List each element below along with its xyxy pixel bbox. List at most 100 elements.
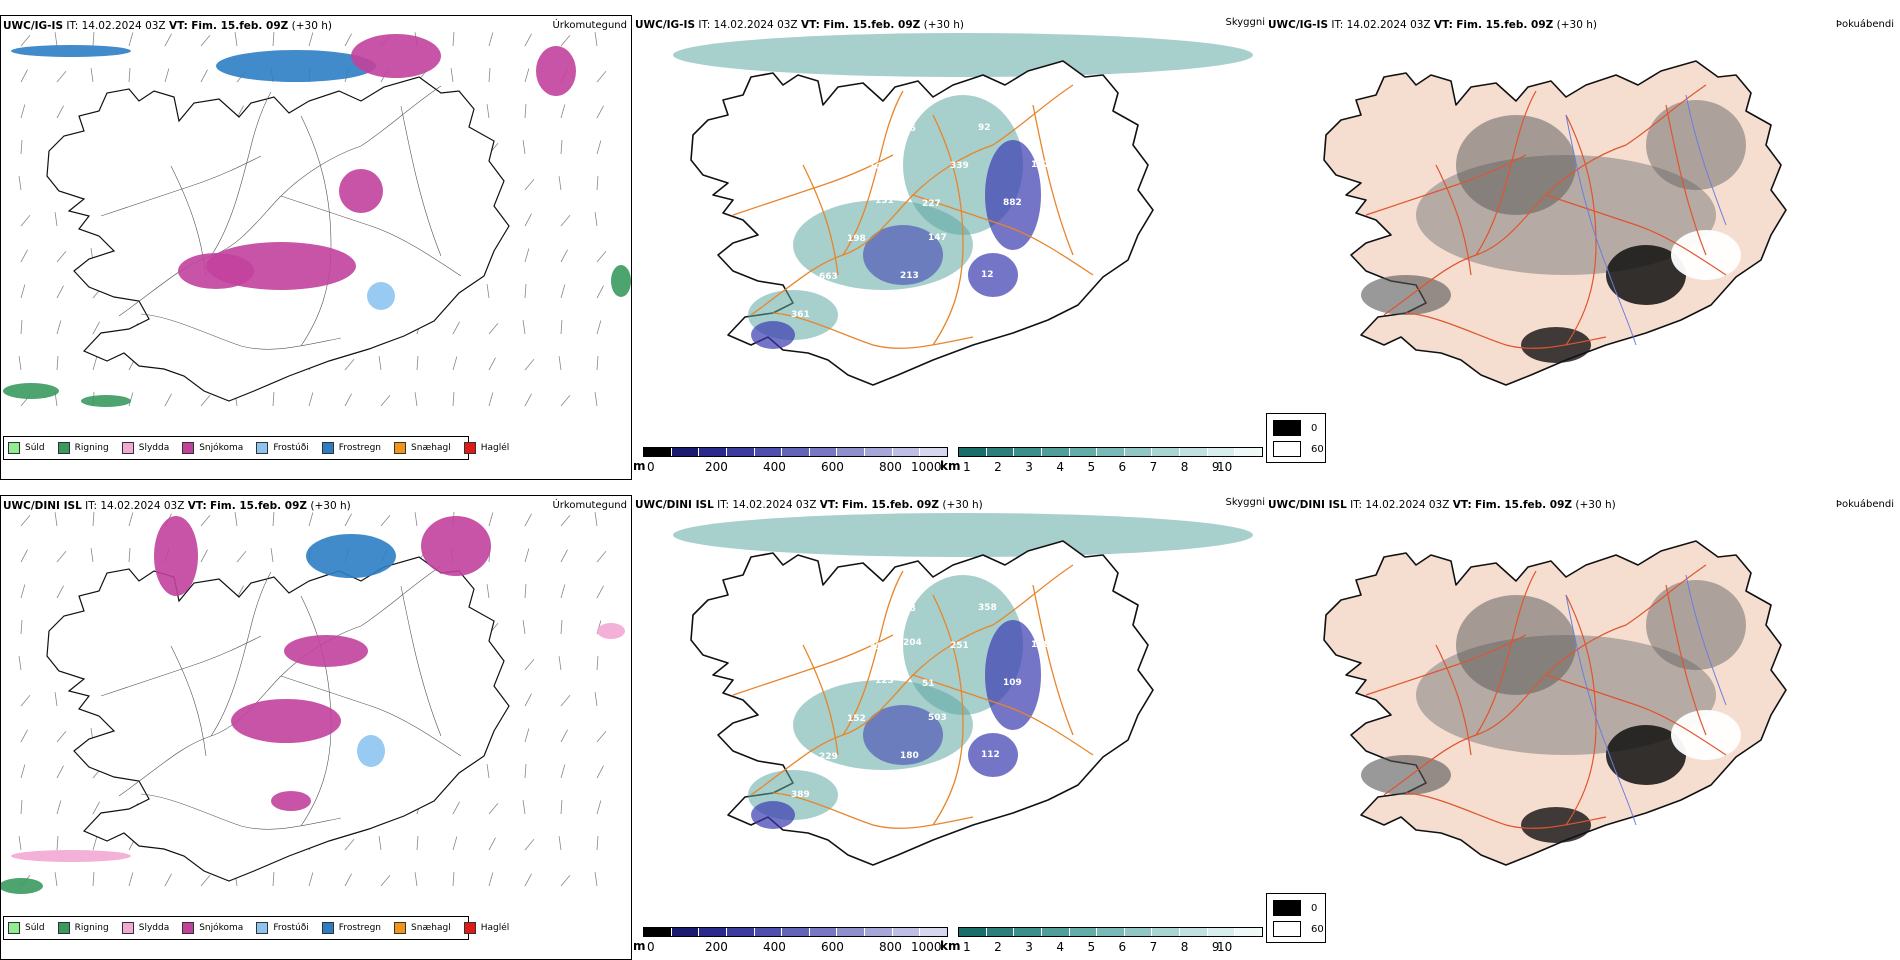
legend-swatch xyxy=(463,922,476,934)
fog-panel-igis: UWC/IG-IS IT: 14.02.2024 03Z VT: Fim. 15… xyxy=(1266,15,1898,480)
wind-barb xyxy=(524,873,532,887)
wind-barb xyxy=(560,549,568,563)
wind-barb xyxy=(452,836,458,851)
road-line xyxy=(1565,594,1597,826)
wind-barb xyxy=(560,764,566,779)
legend-item-sudl: Súld xyxy=(8,442,45,454)
wind-barb xyxy=(92,32,95,47)
wind-barb xyxy=(414,512,418,527)
wind-barb xyxy=(524,248,530,263)
visibility-value-label: 12 xyxy=(981,270,994,280)
river-line xyxy=(1685,574,1727,706)
visibility-value-label: 227 xyxy=(922,199,941,209)
visibility-value-label: 318 xyxy=(869,642,888,652)
road-line xyxy=(1365,154,1527,216)
wind-barb xyxy=(560,729,568,743)
legend-item-sudl: Súld xyxy=(8,922,45,934)
visibility-value-label: 151 xyxy=(797,824,816,834)
road-line xyxy=(360,85,442,147)
scale-tick-label: 200 xyxy=(705,940,728,954)
wind-barb xyxy=(128,512,134,527)
legend-swatch xyxy=(57,922,70,934)
scale-step xyxy=(1014,448,1042,456)
scale-tick-label: 2 xyxy=(994,460,1002,474)
wind-barb xyxy=(560,249,568,263)
wind-barb xyxy=(522,800,526,815)
scale-step xyxy=(959,448,987,456)
snow-area xyxy=(231,699,341,743)
wind-barb xyxy=(344,873,352,887)
legend-item-snjokoma: Snjókoma xyxy=(182,442,243,454)
scale-step xyxy=(1069,448,1098,456)
wind-barb xyxy=(560,875,571,887)
scale-step xyxy=(959,928,987,936)
visibility-value-label: 123 xyxy=(953,308,972,318)
wind-barb xyxy=(128,68,131,83)
wind-barb xyxy=(486,284,490,299)
wind-barb xyxy=(272,512,275,527)
wind-barb xyxy=(308,512,314,527)
visibility-area xyxy=(673,513,1253,557)
wind-barb xyxy=(54,692,58,707)
legend-item-rigning: Rigning xyxy=(57,442,109,454)
scale-unit-km: km xyxy=(940,459,961,473)
wind-barb xyxy=(20,695,31,707)
low-visibility-area xyxy=(968,733,1018,777)
rain-area xyxy=(3,383,59,399)
snow-area xyxy=(536,46,576,96)
wind-barb xyxy=(558,836,562,851)
scale-unit-m: m xyxy=(633,939,646,953)
slydda-area xyxy=(597,623,625,639)
visibility-value-label: 503 xyxy=(928,713,947,723)
wind-barb xyxy=(452,872,455,887)
wind-barb xyxy=(344,393,352,407)
fog-legend-0: 0 xyxy=(1273,900,1317,916)
scale-step xyxy=(986,928,1015,936)
visibility-value-label: 121 xyxy=(925,826,944,836)
dense-fog-area xyxy=(1521,327,1591,363)
scale-tick-label: 9 xyxy=(1211,460,1220,474)
wind-barb xyxy=(344,839,355,851)
wind-barb xyxy=(20,104,26,119)
wind-barb xyxy=(56,71,67,83)
wind-barb xyxy=(20,284,26,299)
river-line xyxy=(1685,94,1727,226)
wind-barb xyxy=(488,837,496,851)
scale-tick-label: 9 xyxy=(1211,940,1220,954)
visibility-value-label: 126 xyxy=(872,309,891,319)
legend-swatch xyxy=(321,922,334,934)
wind-barb xyxy=(596,551,607,563)
visibility-value-label: 100 xyxy=(769,122,788,132)
wind-barb xyxy=(594,392,598,407)
road-line xyxy=(932,594,964,826)
wind-barb xyxy=(54,212,58,227)
wind-barb xyxy=(344,33,352,47)
fog-area xyxy=(1456,595,1576,695)
wind-barb xyxy=(594,512,598,527)
low-visibility-area xyxy=(985,620,1041,730)
snow-area xyxy=(421,516,491,576)
precip-panel-dini: UWC/DINI ISL IT: 14.02.2024 03Z VT: Fim.… xyxy=(0,495,632,960)
legend-item-snjokoma: Snjókoma xyxy=(182,922,243,934)
wind-barb xyxy=(54,512,58,527)
frostregn-area xyxy=(11,45,131,57)
wind-barb xyxy=(596,71,607,83)
legend-item-slydda: Slydda xyxy=(121,922,169,934)
wind-barb xyxy=(596,800,602,815)
wind-barb xyxy=(558,656,562,671)
panel-title: Skyggni xyxy=(1225,17,1265,28)
precip-legend: Súld Rigning Slydda Snjókoma Frostúði Fr… xyxy=(3,916,509,940)
road-line xyxy=(1435,644,1472,756)
wind-barb xyxy=(524,764,527,779)
wind-barb xyxy=(524,284,527,299)
road-line xyxy=(170,645,207,757)
visibility-value-label: 882 xyxy=(1003,198,1022,208)
rain-area xyxy=(81,395,131,407)
scale-tick-label: 600 xyxy=(821,460,844,474)
scale-step xyxy=(754,448,783,456)
dense-fog-area xyxy=(1606,245,1686,305)
scale-step xyxy=(782,448,810,456)
rain-area xyxy=(1,878,43,894)
wind-barb xyxy=(200,549,208,563)
scale-tick-label: 5 xyxy=(1087,460,1096,474)
